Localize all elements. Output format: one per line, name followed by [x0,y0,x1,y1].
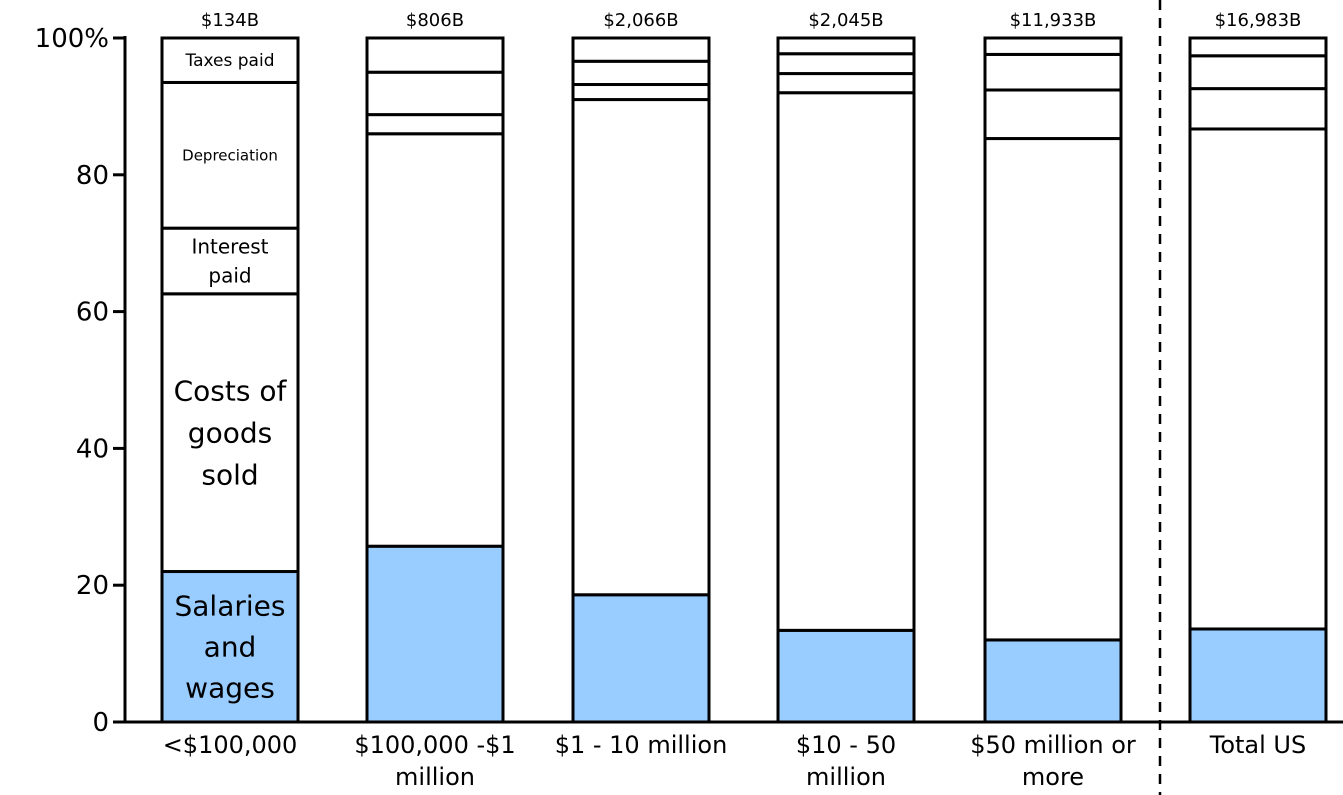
x-category-label-line: $50 million or [970,731,1136,759]
x-category-label-line: Total US [1209,731,1306,759]
bar-total-label: $2,066B [603,10,678,31]
bar-segment-taxes-paid-2 [365,36,505,74]
bar-segment-salaries-and-wages-1 [160,570,300,724]
series-label-line: Costs of [174,374,288,407]
series-label-line: paid [208,263,251,287]
x-category-label-line: million [395,763,475,791]
bar-segment-depreciation-4 [776,52,916,76]
series-label-line: wages [185,672,275,705]
bar-segment-interest-paid-5 [983,88,1123,141]
y-tick-label: 60 [76,298,109,328]
y-tick-label: 20 [76,571,109,601]
x-category-label: <$100,000 [163,731,298,759]
label-layer: $134B $806B $2,066B $2,045B $11,933B $16,983B… [35,10,1307,791]
y-tick-label: 0 [92,708,109,738]
series-label-line: Depreciation [182,147,278,165]
bar-segment-costs-of-goods-sold-3 [571,98,711,597]
series-label-line: Salaries [175,590,286,623]
x-category-label-line: $10 - 50 [796,731,896,759]
axis-layer [113,0,1343,795]
bar-segment-salaries-and-wages-6 [1188,627,1328,724]
series-label-line: and [204,631,257,664]
y-tick-label: 40 [76,434,109,464]
bar-segment-depreciation-5 [983,52,1123,92]
series-label-line: sold [201,458,258,491]
y-tick-label: 100% [35,24,109,54]
x-category-label-line: million [806,763,886,791]
y-tick-label: 80 [76,161,109,191]
series-label-salaries-and-wages: Salaries and wages [175,590,286,705]
bar-segment-costs-of-goods-sold-6 [1188,127,1328,631]
bar-total-label: $16,983B [1215,10,1302,31]
bar-segment-interest-paid-3 [571,83,711,102]
bar-total-label: $2,045B [808,10,883,31]
x-category-label-line: $1 - 10 million [555,731,728,759]
bar-segment-salaries-and-wages-2 [365,544,505,724]
bar-segment-costs-of-goods-sold-4 [776,91,916,632]
series-label-line: Interest [191,234,268,258]
bar-total-label: $11,933B [1010,10,1097,31]
bar-segment-salaries-and-wages-4 [776,628,916,724]
bar-segment-interest-paid-4 [776,72,916,95]
bar-segment-taxes-paid-5 [983,36,1123,56]
bar-segment-taxes-paid-6 [1188,36,1328,58]
bar-segment-costs-of-goods-sold-1 [160,292,300,574]
x-category-label: $1 - 10 million [555,731,728,759]
series-label-depreciation: Depreciation [182,147,278,165]
x-category-label: $50 million or more [970,731,1136,791]
x-category-label-line: <$100,000 [163,731,298,759]
bar-segment-taxes-paid-1 [160,36,300,84]
bar-total-label: $806B [406,10,464,31]
bar-segment-taxes-paid-4 [776,36,916,56]
x-category-label-line: $100,000 -$1 [354,731,515,759]
bar-segment-interest-paid-2 [365,113,505,136]
bars-layer [160,36,1328,724]
bar-segment-costs-of-goods-sold-2 [365,132,505,548]
bar-segment-salaries-and-wages-3 [571,593,711,724]
bar-segment-interest-paid-6 [1188,87,1328,131]
bar-segment-depreciation-1 [160,80,300,230]
series-label-taxes-paid: Taxes paid [185,51,275,71]
x-category-label: Total US [1209,731,1306,759]
bar-segment-depreciation-2 [365,70,505,117]
series-label-line: Taxes paid [185,51,275,71]
bar-segment-depreciation-6 [1188,54,1328,91]
series-label-interest-paid: Interest paid [191,234,268,287]
x-category-label: $100,000 -$1 million [354,731,515,791]
bar-segment-taxes-paid-3 [571,36,711,63]
bar-segment-costs-of-goods-sold-5 [983,137,1123,642]
bar-segment-depreciation-3 [571,59,711,87]
bar-segment-salaries-and-wages-5 [983,638,1123,724]
x-category-label: $10 - 50 million [796,731,896,791]
bar-total-label: $134B [201,10,259,31]
x-category-label-line: more [1022,763,1084,791]
series-label-line: goods [188,416,272,449]
series-label-costs-of-goods-sold: Costs of goods sold [174,374,288,491]
